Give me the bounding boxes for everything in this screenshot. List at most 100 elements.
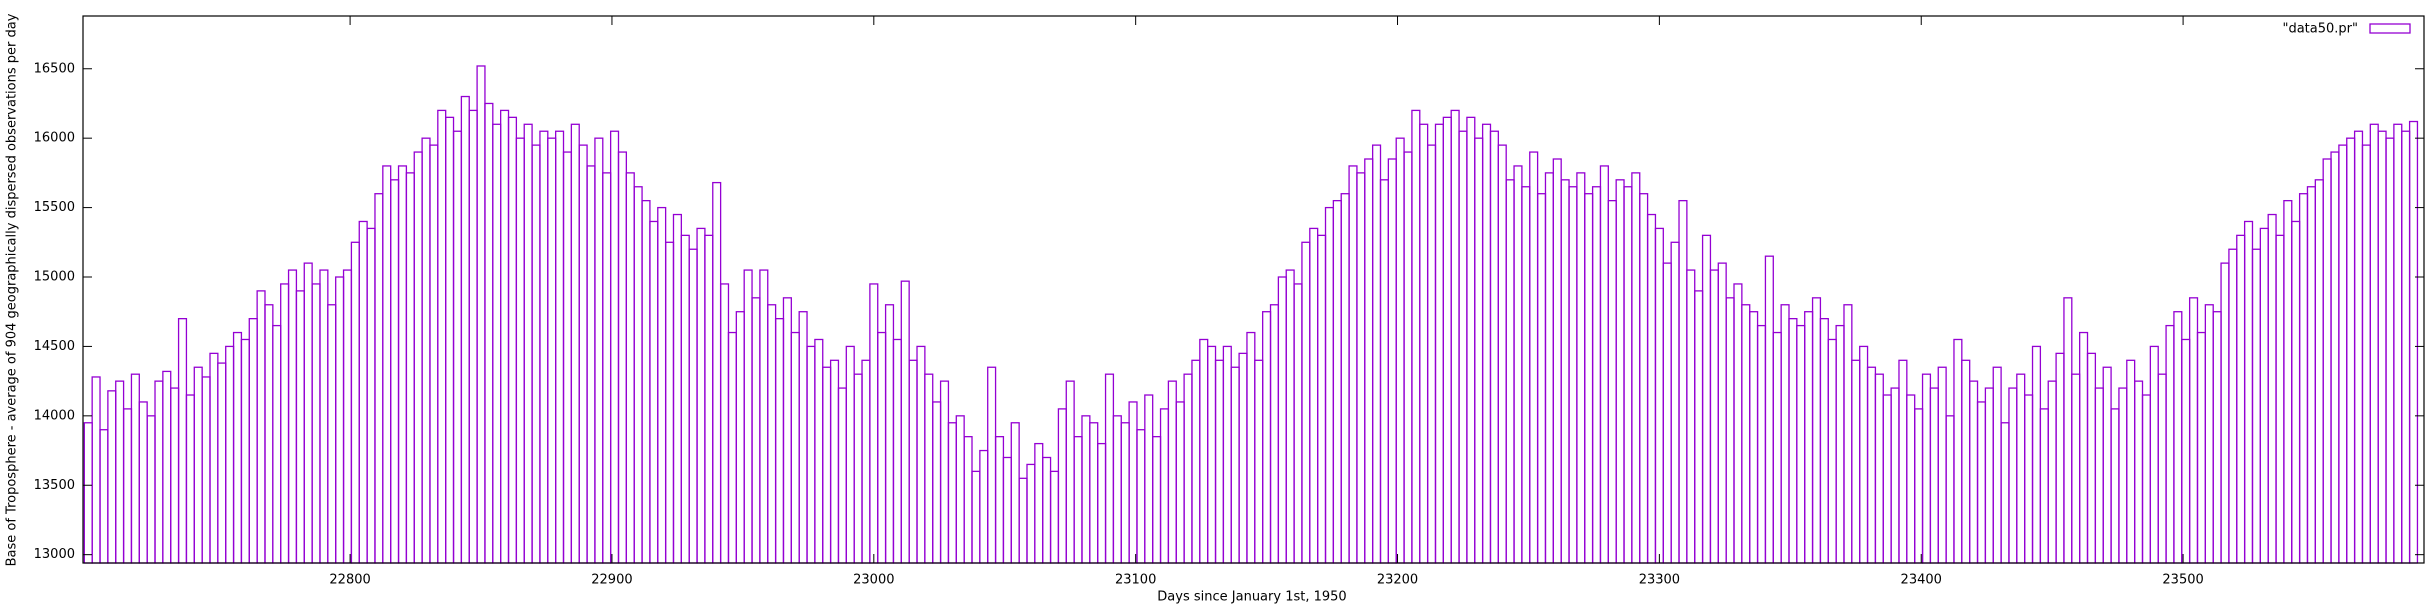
bar (1065, 380, 1075, 564)
bar (1929, 387, 1939, 564)
bar (1277, 276, 1287, 564)
x-tick-label: 23200 (1377, 573, 1418, 588)
bar (2204, 304, 2214, 564)
bar (2408, 120, 2419, 564)
x-tick-label: 22800 (329, 573, 370, 588)
bar (2298, 193, 2309, 564)
bar (1811, 297, 1822, 564)
bar (2110, 408, 2120, 564)
bar (1120, 422, 1130, 564)
bar (2314, 179, 2324, 564)
bar (1207, 345, 1217, 564)
bar (1976, 401, 1987, 564)
bar (814, 338, 824, 564)
bar (492, 123, 502, 564)
x-tick-label: 23500 (2162, 573, 2203, 588)
bar (562, 151, 573, 564)
bar (1426, 144, 1437, 564)
bar (1254, 359, 1264, 564)
bar (1034, 442, 1044, 564)
bar (1866, 366, 1877, 564)
bar (2385, 137, 2395, 564)
bar (122, 408, 133, 564)
bar (523, 123, 533, 564)
bar (688, 248, 698, 564)
bar (2228, 248, 2238, 564)
bar (633, 186, 643, 564)
bar (2181, 338, 2191, 564)
bar (130, 373, 140, 564)
bar (884, 304, 895, 564)
bar (1042, 456, 1052, 564)
bar (83, 422, 93, 564)
bar (248, 318, 258, 564)
bar (1293, 283, 1303, 564)
bar (1591, 186, 1602, 564)
bar (1222, 345, 1232, 564)
bar (225, 345, 235, 564)
bar (170, 387, 180, 564)
bar (1010, 422, 1020, 564)
y-tick-label: 16000 (34, 131, 75, 146)
bar (1686, 269, 1696, 564)
bar (1615, 179, 1625, 564)
bar (1749, 311, 1759, 564)
bar (1741, 304, 1751, 564)
bar (1403, 151, 1413, 564)
bar (99, 429, 109, 564)
bar (712, 181, 722, 564)
bar (2016, 373, 2026, 564)
bar (1670, 241, 1680, 564)
bar (1843, 304, 1853, 564)
bar (2361, 144, 2371, 564)
bar (311, 283, 321, 564)
y-tick-label: 13000 (34, 547, 75, 562)
bar (1167, 380, 1177, 564)
bar (1804, 311, 1814, 564)
bar (2173, 311, 2183, 564)
bar (2149, 345, 2159, 564)
bar (1906, 394, 1916, 564)
bar (2118, 387, 2128, 564)
bar (617, 151, 628, 564)
bar (1599, 165, 1609, 564)
bar (515, 137, 525, 564)
bar (2401, 130, 2411, 564)
bar (955, 415, 965, 564)
bar (1434, 123, 1444, 564)
bar (1646, 213, 1657, 564)
bar (2086, 352, 2097, 564)
bar (1623, 186, 1633, 564)
y-tick-label: 13500 (34, 478, 75, 493)
bar (460, 95, 470, 564)
bar (743, 269, 753, 564)
bar (429, 144, 439, 564)
bar (1474, 137, 1484, 564)
bar (570, 123, 580, 564)
bar (641, 199, 651, 564)
bar (1136, 429, 1146, 564)
bar (1898, 359, 1908, 564)
bar (790, 331, 800, 564)
bar (1772, 331, 1782, 564)
bar (1764, 255, 1774, 564)
bar (1969, 380, 1979, 564)
bar (1859, 345, 1869, 564)
bar (1340, 193, 1350, 564)
bar (1049, 470, 1060, 564)
bar (963, 436, 973, 564)
bar (421, 137, 431, 564)
bar (1214, 359, 1225, 564)
bar (924, 373, 934, 564)
bar (908, 359, 918, 564)
bar (798, 311, 808, 564)
bar (2330, 151, 2340, 564)
bar (177, 318, 188, 564)
bar (1694, 290, 1704, 564)
bar (719, 283, 730, 564)
bar (272, 324, 282, 564)
bar (2306, 186, 2316, 564)
bar (932, 401, 942, 564)
bar (193, 366, 203, 564)
bar (1002, 456, 1012, 564)
